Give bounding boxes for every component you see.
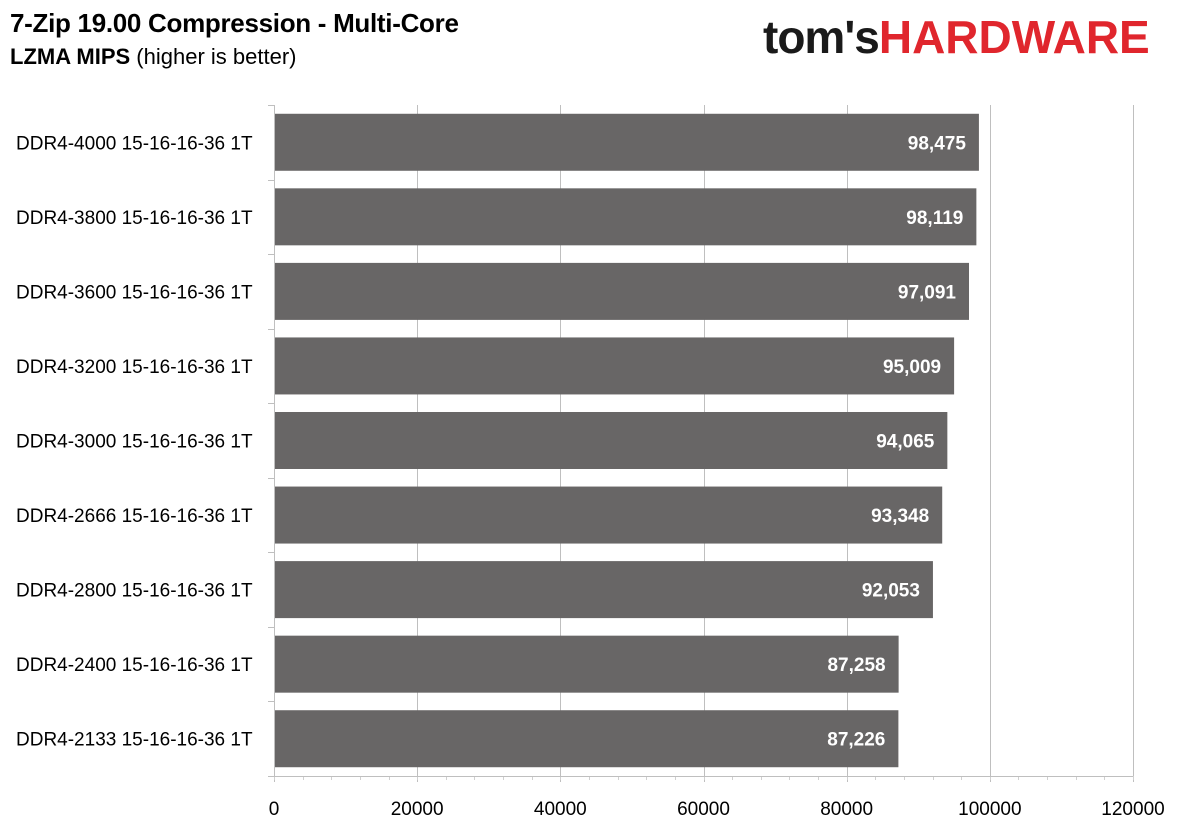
bar: [275, 337, 955, 395]
bar: [275, 412, 948, 469]
x-tick-label: 120000: [1101, 799, 1164, 820]
category-label: DDR4-4000 15-16-16-36 1T: [16, 133, 253, 154]
x-tick-label: 60000: [677, 799, 730, 820]
subtitle-metric: LZMA MIPS: [10, 44, 131, 69]
subtitle-note: (higher is better): [130, 44, 297, 69]
bar: [275, 710, 899, 768]
x-tick-label: 0: [269, 799, 280, 820]
bar-value-label: 98,119: [906, 208, 963, 229]
bar-value-label: 87,226: [827, 730, 885, 751]
bar: [275, 188, 977, 246]
x-tick-label: 100000: [958, 799, 1021, 820]
bar: [275, 486, 943, 544]
category-label: DDR4-2400 15-16-16-36 1T: [16, 655, 253, 676]
category-label: DDR4-2800 15-16-16-36 1T: [16, 581, 253, 602]
bar-value-label: 87,258: [827, 655, 885, 676]
bar-value-label: 95,009: [883, 357, 941, 378]
bar-value-label: 93,348: [871, 506, 929, 527]
category-label: DDR4-3200 15-16-16-36 1T: [16, 357, 253, 378]
bar: [275, 113, 979, 171]
category-label: DDR4-3600 15-16-16-36 1T: [16, 282, 253, 303]
x-tick-label: 40000: [534, 799, 587, 820]
x-tick-label: 20000: [391, 799, 444, 820]
logo-brand: tom's: [763, 11, 880, 63]
bar-value-label: 92,053: [862, 581, 920, 602]
bar: [275, 635, 899, 693]
chart-title: 7-Zip 19.00 Compression - Multi-Core: [10, 8, 459, 38]
bar: [275, 561, 933, 619]
category-label: DDR4-2133 15-16-16-36 1T: [16, 730, 253, 751]
logo-accent: HARDWARE: [878, 11, 1150, 63]
toms-hardware-logo: tom'sHARDWARE: [763, 10, 1150, 65]
bar-value-label: 94,065: [876, 432, 935, 453]
x-tick-label: 80000: [820, 799, 873, 820]
bar-value-label: 98,475: [908, 133, 967, 154]
category-label: DDR4-3000 15-16-16-36 1T: [16, 432, 253, 453]
bar-value-label: 97,091: [898, 282, 957, 303]
category-label: DDR4-3800 15-16-16-36 1T: [16, 208, 253, 229]
category-label: DDR4-2666 15-16-16-36 1T: [16, 506, 253, 527]
chart-subtitle: LZMA MIPS (higher is better): [10, 44, 296, 70]
bar: [275, 262, 970, 320]
